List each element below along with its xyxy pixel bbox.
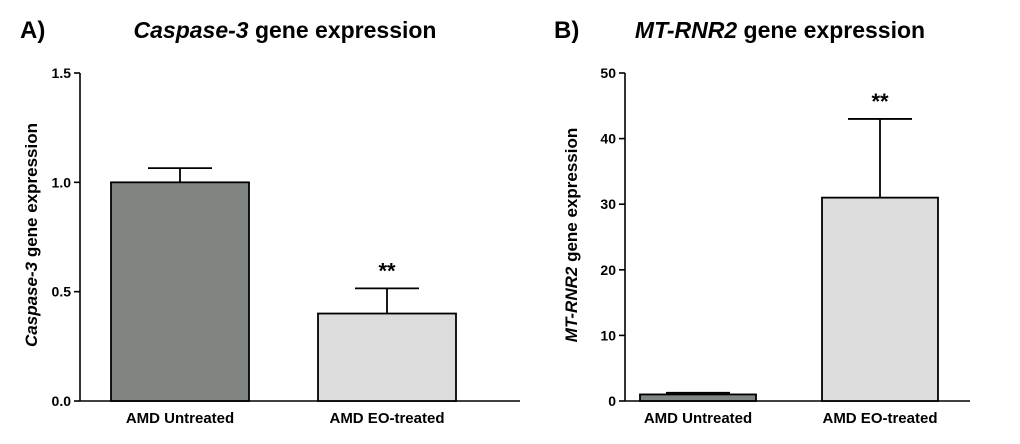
panel-b-y-tick-label: 30 [600, 196, 616, 212]
panel-b-ylabel-italic: MT-RNR2 [562, 266, 581, 342]
panel-a-letter: A) [20, 17, 45, 44]
panel-b-y-tick-label: 20 [600, 262, 616, 278]
panel-a-y-tick-label: 1.5 [52, 65, 72, 81]
panel-b-bar [639, 393, 757, 402]
panel-b-y-tick-label: 0 [608, 393, 616, 409]
panel-a-category-label: AMD EO-treated [329, 410, 444, 427]
panel-a-ylabel: Caspase-3 gene expression [22, 123, 41, 347]
panel-a-ylabel-italic: Caspase-3 [22, 261, 41, 347]
panel-a-bar [110, 181, 250, 402]
panel-a-y-tick-label: 0.5 [52, 284, 72, 300]
panel-b-y-tick-label: 50 [600, 65, 616, 81]
panel-b-ylabel-rest: gene expression [562, 128, 581, 267]
panel-a-bar [317, 312, 457, 402]
panel-b-letter: B) [554, 17, 579, 44]
panel-b-significance-marker: ** [871, 89, 889, 114]
panel-b-ylabel: MT-RNR2 gene expression [562, 128, 581, 342]
panel-b-category-label: AMD Untreated [644, 410, 752, 427]
panel-b-plot: 0 10 20 30 40 50 AMD Untreated ** AMD EO-treated [600, 65, 970, 427]
panel-a-plot: 0.0 0.5 1.0 1.5 AMD Untreated ** AMD EO-treate… [52, 65, 520, 427]
panel-b-title: MT-RNR2 gene expression [635, 17, 925, 43]
panel-b-bar [821, 196, 939, 402]
panel-b-category-label: AMD EO-treated [822, 410, 937, 427]
panel-a-ylabel-rest: gene expression [22, 123, 41, 262]
panel-a-significance-marker: ** [378, 258, 396, 283]
panel-a-y-tick-label: 1.0 [52, 174, 72, 190]
panel-a-title: Caspase-3 gene expression [134, 17, 437, 43]
panel-a-y-tick-label: 0.0 [52, 393, 72, 409]
panel-b-title-rest: gene expression [737, 17, 925, 43]
panel-b-y-tick-label: 40 [600, 131, 616, 147]
panel-a-title-italic: Caspase-3 [134, 17, 249, 43]
panel-b-y-tick-label: 10 [600, 327, 616, 343]
panel-a-title-rest: gene expression [249, 17, 437, 43]
panel-b-title-italic: MT-RNR2 [635, 17, 737, 43]
panel-a-category-label: AMD Untreated [126, 410, 234, 427]
